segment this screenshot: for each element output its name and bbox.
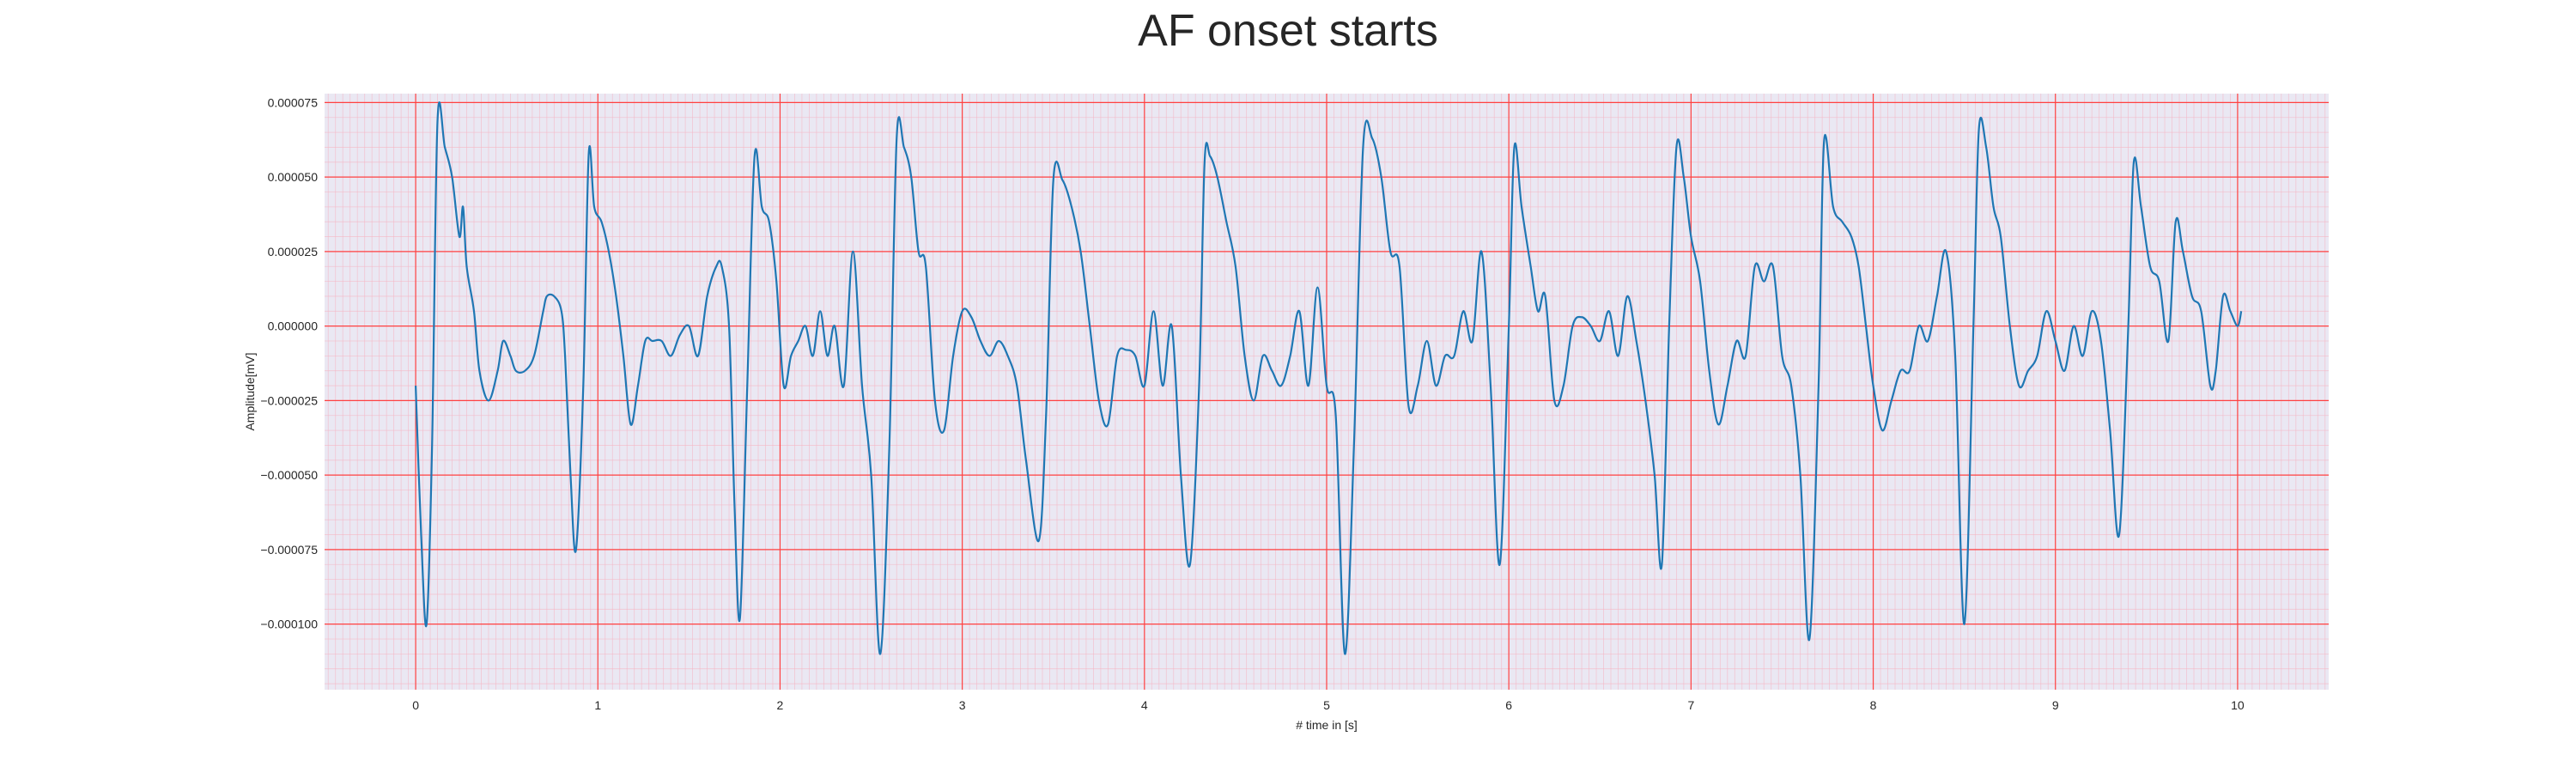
series-line [414,101,2243,655]
y-tick-label: 0.000000 [268,320,319,333]
y-axis-label: Amplitude[mV] [243,352,257,430]
series-layer [414,101,2243,655]
x-tick-label: 3 [959,698,966,712]
x-tick-label: 10 [2231,698,2245,712]
x-tick-label: 8 [1870,698,1877,712]
y-tick-label: 0.000075 [268,95,319,109]
x-tick-label: 5 [1323,698,1330,712]
tick-labels: 0 1 2 3 4 5 6 7 8 9 10 0.000075 0.000050 0.000025 0.00… [260,95,2244,712]
y-tick-label: 0.000050 [268,170,319,184]
x-tick-label: 7 [1687,698,1694,712]
y-tick-label: −0.000100 [260,618,318,631]
x-tick-label: 1 [594,698,601,712]
y-tick-label: −0.000025 [260,393,318,407]
y-tick-label: −0.000075 [260,543,318,557]
x-tick-label: 2 [777,698,784,712]
x-axis-label: # time in [s] [1296,718,1358,732]
x-tick-label: 9 [2052,698,2059,712]
x-tick-label: 0 [412,698,419,712]
x-tick-label: 6 [1505,698,1512,712]
y-tick-label: 0.000025 [268,245,319,259]
x-tick-label: 4 [1141,698,1148,712]
y-tick-label: −0.000050 [260,468,318,482]
chart-title: AF onset starts [1138,6,1438,56]
